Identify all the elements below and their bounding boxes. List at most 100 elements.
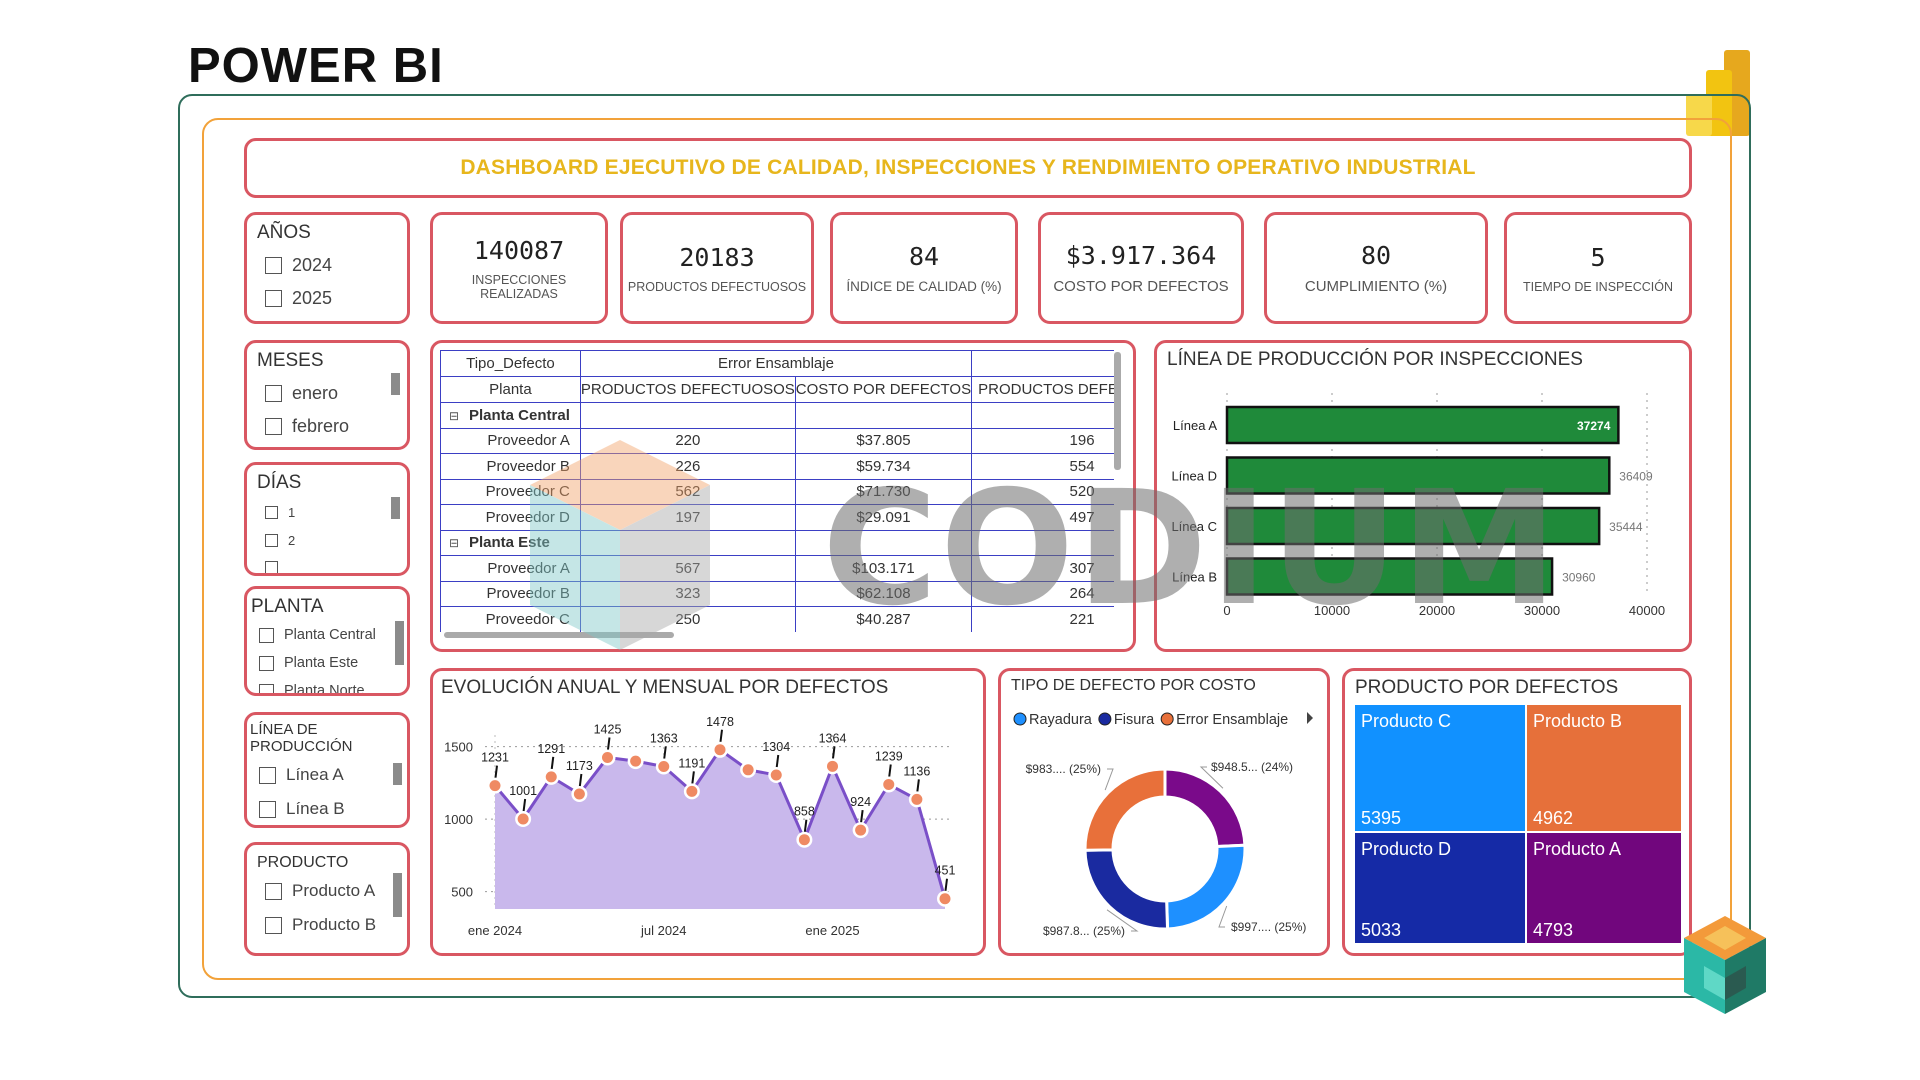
- treemap[interactable]: Producto C 5395 Producto B 4962 Producto D 50…: [1355, 705, 1681, 943]
- slicer-dias: DÍAS 1 2: [244, 462, 410, 576]
- option-label: enero: [292, 383, 339, 403]
- slicer-option-2025[interactable]: 2025: [265, 288, 332, 309]
- slicer-option-linea-a[interactable]: Línea A: [259, 765, 344, 785]
- treemap-tile[interactable]: Producto A 4793: [1527, 833, 1681, 943]
- kpi-cumplimiento[interactable]: 80 CUMPLIMIENTO (%): [1264, 212, 1488, 324]
- y-tick-label: 500: [451, 885, 473, 900]
- checkbox[interactable]: [265, 882, 282, 900]
- checkbox[interactable]: [265, 916, 282, 934]
- treemap-tile[interactable]: Producto D 5033: [1355, 833, 1525, 943]
- tile-label: Producto D: [1361, 839, 1452, 859]
- slicer-scrollbar[interactable]: [395, 621, 404, 665]
- matrix-column-header[interactable]: PRODUCTOS DEFECTUOSOS: [579, 376, 796, 403]
- matrix-vertical-scrollbar[interactable]: [1114, 352, 1121, 470]
- kpi-inspecciones[interactable]: 140087 INSPECCIONES REALIZADAS: [430, 212, 608, 324]
- kpi-value: 140087: [473, 235, 565, 265]
- slicer-option-febrero[interactable]: febrero: [265, 416, 349, 437]
- option-label: Línea B: [286, 799, 345, 818]
- bar: [1225, 557, 1554, 596]
- data-label: 30960: [1562, 571, 1596, 585]
- checkbox-partial: [265, 561, 278, 573]
- y-category-label: Línea D: [1171, 469, 1217, 484]
- option-label: Planta Norte: [284, 683, 365, 696]
- matrix-group-row[interactable]: ⊟ Planta Central: [440, 402, 1114, 429]
- slicer-scrollbar[interactable]: [393, 763, 402, 785]
- kpi-productos-defectuosos[interactable]: 20183 PRODUCTOS DEFECTUOSOS: [620, 212, 814, 324]
- checkbox[interactable]: [265, 534, 278, 547]
- matrix-row-header[interactable]: Planta: [440, 376, 581, 403]
- data-label: 1136: [903, 764, 930, 778]
- slicer-option-planta-norte[interactable]: Planta Norte: [259, 683, 365, 696]
- checkbox[interactable]: [265, 385, 282, 402]
- matrix-column-header[interactable]: PRODUCTOS DEFECTUOSOS: [971, 376, 1114, 403]
- kpi-costo-defectos[interactable]: $3.917.364 COSTO POR DEFECTOS: [1038, 212, 1244, 324]
- matrix-horizontal-scrollbar[interactable]: [444, 632, 674, 638]
- matrix-column-header[interactable]: COSTO POR DEFECTOS: [794, 376, 973, 403]
- y-category-label: Línea C: [1171, 519, 1217, 534]
- collapse-icon[interactable]: ⊟: [449, 408, 460, 423]
- data-label: 1001: [509, 784, 537, 798]
- matrix-group-header[interactable]: F: [971, 350, 1114, 377]
- bar: [1225, 405, 1620, 445]
- defect-matrix[interactable]: Tipo_Defecto Error Ensamblaje F Planta P…: [440, 350, 1114, 632]
- y-category-label: Línea B: [1172, 570, 1217, 585]
- kpi-indice-calidad[interactable]: 84 ÍNDICE DE CALIDAD (%): [830, 212, 1018, 324]
- data-point: [883, 778, 895, 790]
- checkbox[interactable]: [265, 290, 282, 307]
- slicer-option-planta-central[interactable]: Planta Central: [259, 627, 376, 643]
- x-tick-label: 0: [1223, 603, 1230, 618]
- option-label: 2024: [292, 255, 333, 275]
- matrix-group-row[interactable]: ⊟ Planta Este: [440, 529, 1114, 556]
- table-row[interactable]: Proveedor B 323 $62.108 264: [440, 580, 1114, 607]
- checkbox[interactable]: [259, 655, 274, 671]
- slicer-option-2024[interactable]: 2024: [265, 255, 332, 276]
- table-row[interactable]: Proveedor B 226 $59.734 554: [440, 453, 1114, 480]
- slicer-scrollbar[interactable]: [391, 497, 400, 519]
- label-leader: [1199, 766, 1224, 789]
- option-label: Línea A: [286, 765, 344, 784]
- checkbox[interactable]: [265, 418, 282, 435]
- slicer-scrollbar[interactable]: [391, 373, 400, 395]
- checkbox[interactable]: [259, 766, 276, 784]
- table-row[interactable]: Proveedor C 562 $71.730 520: [440, 478, 1114, 505]
- checkbox[interactable]: [259, 683, 274, 693]
- slicer-title: PLANTA: [251, 596, 324, 617]
- bar: [1225, 456, 1611, 495]
- checkbox[interactable]: [265, 257, 282, 274]
- slicer-planta: PLANTA Planta Central Planta Este Planta…: [244, 586, 410, 696]
- collapse-icon[interactable]: ⊟: [449, 536, 460, 551]
- kpi-tiempo-inspeccion[interactable]: 5 TIEMPO DE INSPECCIÓN: [1504, 212, 1692, 324]
- slicer-option-planta-este[interactable]: Planta Este: [259, 655, 358, 671]
- checkbox[interactable]: [259, 800, 276, 818]
- checkbox[interactable]: [265, 506, 278, 519]
- donut-slice: [1163, 767, 1247, 849]
- bar-chart-card: LÍNEA DE PRODUCCIÓN POR INSPECCIONES 0 10…: [1154, 340, 1692, 652]
- kpi-value: $3.917.364: [1065, 241, 1217, 270]
- slicer-option-1[interactable]: 1: [265, 505, 295, 520]
- matrix-group-header[interactable]: Error Ensamblaje: [579, 350, 973, 377]
- table-row[interactable]: Proveedor A 220 $37.805 196: [440, 427, 1114, 454]
- kpi-label: PRODUCTOS DEFECTUOSOS: [627, 279, 807, 294]
- slicer-title: AÑOS: [257, 222, 311, 243]
- slicer-option-linea-b[interactable]: Línea B: [259, 799, 345, 819]
- treemap-tile[interactable]: Producto B 4962: [1527, 705, 1681, 831]
- bar-chart[interactable]: 0 10000 20000 30000 40000 Línea A 37274 Línea D…: [1157, 343, 1689, 649]
- checkbox[interactable]: [259, 627, 274, 643]
- table-row[interactable]: Proveedor A 567 $103.171 307: [440, 555, 1114, 582]
- data-label: 1363: [650, 731, 678, 745]
- data-label: $987.8... (25%): [1043, 924, 1125, 938]
- donut-chart[interactable]: Rayadura Fisura Error Ensamblaje $948.5... …: [1001, 671, 1327, 953]
- cell: $59.734: [794, 453, 973, 480]
- slicer-scrollbar[interactable]: [393, 873, 402, 917]
- slicer-title: LÍNEA DE PRODUCCIÓN: [250, 721, 353, 755]
- legend-next-icon: [1307, 712, 1313, 724]
- slicer-title: MESES: [257, 350, 324, 371]
- slicer-option-enero[interactable]: enero: [265, 383, 338, 404]
- slicer-option-2[interactable]: 2: [265, 533, 295, 548]
- data-label: 36409: [1619, 470, 1653, 484]
- slicer-option-producto-b[interactable]: Producto B: [265, 915, 376, 935]
- treemap-tile[interactable]: Producto C 5395: [1355, 705, 1525, 831]
- table-row[interactable]: Proveedor C 250 $40.287 221: [440, 606, 1114, 632]
- slicer-option-producto-a[interactable]: Producto A: [265, 881, 375, 901]
